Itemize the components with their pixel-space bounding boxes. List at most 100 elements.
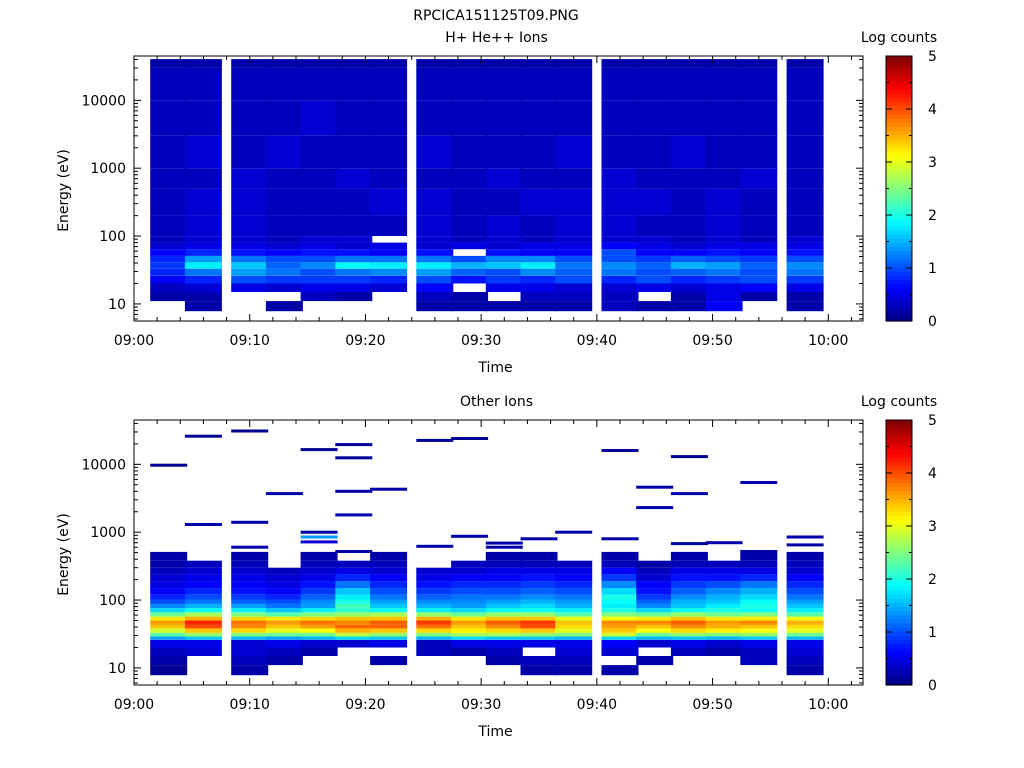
heatmap-cell bbox=[184, 268, 222, 276]
colorbar-segment bbox=[886, 258, 912, 264]
heatmap-cell bbox=[520, 624, 558, 629]
heatmap-cell bbox=[184, 647, 222, 656]
heatmap-cell bbox=[184, 628, 222, 633]
heatmap-cell bbox=[150, 612, 188, 617]
heatmap-cell bbox=[520, 560, 558, 568]
heatmap-cell bbox=[705, 255, 743, 263]
heatmap-cell bbox=[265, 567, 303, 575]
heatmap-cell bbox=[335, 581, 373, 589]
heatmap-cell bbox=[231, 665, 269, 676]
heatmap-cell bbox=[416, 628, 454, 633]
heatmap-cell bbox=[451, 608, 489, 613]
heatmap-cells bbox=[150, 59, 824, 312]
heatmap-cell bbox=[740, 632, 778, 637]
heatmap-cell bbox=[231, 168, 269, 189]
heatmap-cell bbox=[670, 262, 708, 269]
colorbar-segment bbox=[886, 151, 912, 156]
colorbar-segment bbox=[886, 548, 912, 554]
colorbar-segment bbox=[886, 424, 912, 429]
heatmap-cell bbox=[670, 560, 708, 568]
heatmap-cell bbox=[231, 255, 269, 263]
heatmap-cell bbox=[555, 632, 593, 637]
colorbar-segment bbox=[886, 300, 912, 306]
heatmap-cell bbox=[520, 574, 558, 582]
colorbar-segment bbox=[886, 209, 912, 214]
colorbar-segment bbox=[886, 436, 912, 442]
heatmap-cell bbox=[555, 188, 593, 216]
colorbar-segment bbox=[886, 188, 912, 194]
heatmap-cell bbox=[231, 249, 269, 256]
heatmap-cell bbox=[370, 268, 408, 276]
heatmap-cell bbox=[670, 594, 708, 600]
heatmap-cell bbox=[485, 249, 523, 256]
heatmap-cell bbox=[265, 608, 303, 613]
heatmap-line bbox=[300, 535, 338, 539]
heatmap-cell bbox=[300, 603, 338, 609]
colorbar-segment bbox=[886, 250, 912, 256]
heatmap-line bbox=[231, 520, 269, 524]
heatmap-cell bbox=[601, 588, 639, 595]
colorbar-segment bbox=[886, 656, 912, 661]
heatmap-cell bbox=[335, 616, 373, 621]
heatmap-cell bbox=[150, 268, 188, 276]
heatmap-cell bbox=[451, 581, 489, 589]
heatmap-cell bbox=[231, 603, 269, 609]
heatmap-cell bbox=[265, 236, 303, 243]
heatmap-cell bbox=[184, 67, 222, 101]
heatmap-cell bbox=[231, 656, 269, 666]
heatmap-cell bbox=[670, 636, 708, 640]
heatmap-cell bbox=[636, 616, 674, 621]
colorbar: 0 1 2 3 4 5 Log counts bbox=[861, 394, 937, 694]
heatmap-cell bbox=[416, 168, 454, 189]
heatmap-cell bbox=[231, 560, 269, 568]
heatmap-cell bbox=[601, 301, 639, 312]
heatmap-cell bbox=[150, 624, 188, 629]
heatmap-cell bbox=[520, 636, 558, 640]
heatmap-cell bbox=[555, 647, 593, 656]
heatmap-line bbox=[740, 550, 778, 553]
heatmap-cell bbox=[520, 188, 558, 216]
heatmap-cell bbox=[670, 168, 708, 189]
colorbar-segment bbox=[886, 614, 912, 620]
colorbar-segment bbox=[886, 672, 912, 678]
heatmap-cell bbox=[485, 599, 523, 604]
heatmap-cell bbox=[300, 639, 338, 648]
heatmap-cell bbox=[335, 588, 373, 595]
heatmap-cell bbox=[601, 551, 639, 561]
heatmap-cell bbox=[786, 612, 824, 617]
colorbar-segment bbox=[886, 465, 912, 471]
colorbar-segment bbox=[886, 569, 912, 574]
heatmap-cell bbox=[786, 608, 824, 613]
heatmap-cell bbox=[520, 551, 558, 561]
heatmap-cell bbox=[601, 242, 639, 250]
colorbar-segment bbox=[886, 76, 912, 82]
heatmap-cell bbox=[451, 628, 489, 633]
heatmap-cell bbox=[520, 639, 558, 648]
heatmap-cell bbox=[231, 262, 269, 269]
heatmap-cell bbox=[184, 168, 222, 189]
heatmap-cell bbox=[300, 249, 338, 256]
heatmap-cell bbox=[300, 612, 338, 617]
heatmap-cell bbox=[370, 275, 408, 284]
colorbar-segment bbox=[886, 60, 912, 65]
heatmap-cell bbox=[231, 594, 269, 600]
heatmap-cell bbox=[670, 67, 708, 101]
colorbar-segment bbox=[886, 531, 912, 537]
y-axis: 10 100 1000 10000 bbox=[81, 58, 863, 320]
heatmap-cell bbox=[150, 594, 188, 600]
heatmap-cell bbox=[416, 249, 454, 256]
y-tick-label: 1000 bbox=[90, 161, 126, 177]
heatmap-cell bbox=[335, 603, 373, 609]
colorbar-segment bbox=[886, 498, 912, 504]
heatmap-cell bbox=[184, 639, 222, 648]
heatmap-cell bbox=[370, 656, 408, 666]
colorbar-segment bbox=[886, 101, 912, 107]
colorbar-segment bbox=[886, 308, 912, 314]
heatmap-cell bbox=[150, 242, 188, 250]
colorbar-segment bbox=[886, 469, 912, 475]
heatmap-cell bbox=[555, 255, 593, 263]
colorbar-segment bbox=[886, 647, 912, 653]
heatmap-cell bbox=[370, 574, 408, 582]
heatmap-cell bbox=[150, 665, 188, 676]
colorbar-segment bbox=[886, 680, 912, 686]
